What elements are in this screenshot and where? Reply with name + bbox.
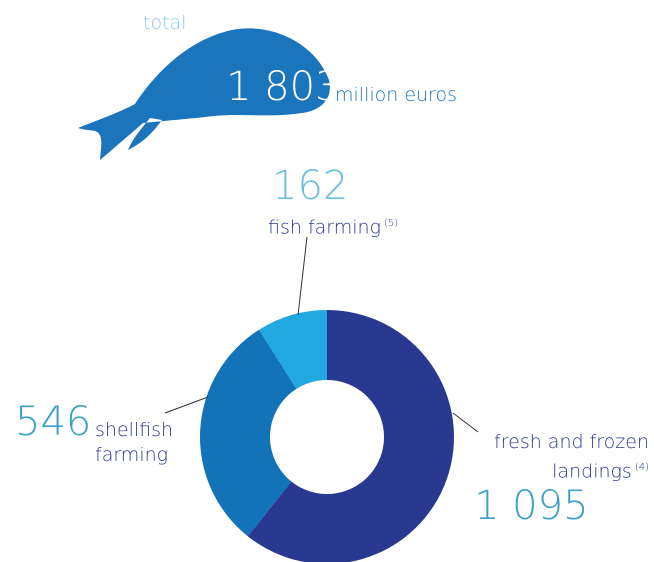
total-label: total [143, 12, 186, 34]
total-value: 1 803 [226, 64, 341, 110]
category-label: fish farming (5) [268, 211, 428, 240]
footnote-ref: (4) [634, 462, 649, 473]
category-text: shellfish farming [95, 419, 174, 466]
donut-segment [199, 329, 297, 537]
leader-line [452, 412, 479, 433]
leader-line [297, 236, 308, 316]
leader-line [164, 396, 209, 414]
value-label: 546 [15, 399, 92, 445]
value-label: 1 095 [474, 483, 589, 529]
donut-segment [247, 310, 454, 562]
category-text: fish farming [268, 216, 381, 239]
category-label: fresh and frozen landings (4) [474, 430, 649, 484]
category-text: fresh and frozen landings [494, 431, 649, 483]
whale [78, 28, 330, 160]
unit: million euros [335, 84, 457, 106]
donut-segment [259, 310, 327, 389]
value-label: 162 [272, 163, 349, 209]
category-label: shellfish farming [95, 418, 185, 468]
footnote-ref: (5) [384, 218, 399, 229]
